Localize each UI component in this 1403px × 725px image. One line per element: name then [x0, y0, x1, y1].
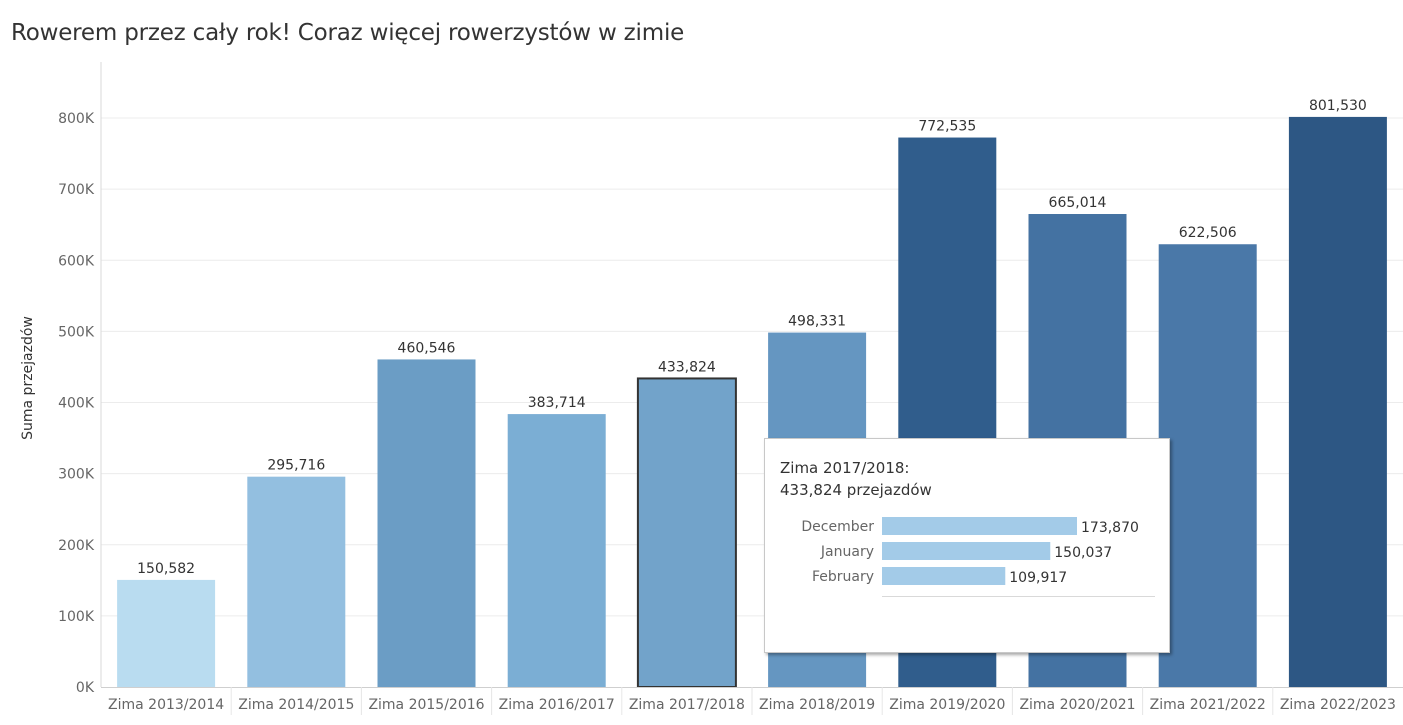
bar-value-label: 383,714	[528, 395, 586, 411]
bar[interactable]	[117, 579, 216, 687]
y-tick-label: 600K	[58, 253, 95, 269]
bar[interactable]	[247, 476, 346, 687]
bar[interactable]	[1288, 116, 1387, 687]
tooltip-category-label: December	[801, 519, 874, 535]
tooltip-category-label: February	[812, 569, 874, 585]
x-tick-label: Zima 2017/2018	[629, 697, 745, 713]
bar-value-label: 498,331	[788, 314, 846, 330]
bar-value-label: 295,716	[267, 458, 325, 474]
y-tick-label: 200K	[58, 538, 95, 554]
y-axis-title: Suma przejazdów	[20, 316, 36, 440]
chart-title: Rowerem przez cały rok! Coraz więcej row…	[11, 20, 685, 46]
x-tick-label: Zima 2018/2019	[759, 697, 875, 713]
y-tick-label: 300K	[58, 467, 95, 483]
x-tick-label: Zima 2020/2021	[1019, 697, 1135, 713]
tooltip-value-label: 109,917	[1009, 570, 1067, 586]
bar[interactable]	[636, 377, 737, 688]
tooltip: Zima 2017/2018: 433,824 przejazdów Decem…	[764, 438, 1170, 653]
y-tick-label: 500K	[58, 324, 95, 340]
x-tick-label: Zima 2013/2014	[108, 697, 224, 713]
tooltip-value-label: 173,870	[1081, 520, 1139, 536]
bar[interactable]	[377, 359, 476, 687]
bar-value-label: 150,582	[137, 561, 195, 577]
y-tick-label: 800K	[58, 111, 95, 127]
bar-value-label: 622,506	[1179, 225, 1237, 241]
x-tick-label: Zima 2016/2017	[499, 697, 615, 713]
bar-value-label: 665,014	[1049, 195, 1107, 211]
tooltip-header: Zima 2017/2018: 433,824 przejazdów	[780, 457, 932, 501]
y-tick-label: 400K	[58, 396, 95, 412]
x-tick-label: Zima 2022/2023	[1280, 697, 1396, 713]
y-tick-label: 100K	[58, 609, 95, 625]
bar-value-label: 433,824	[658, 359, 716, 375]
tooltip-title: Zima 2017/2018:	[780, 459, 910, 477]
bar[interactable]	[1158, 244, 1257, 687]
tooltip-bar-chart: December 173,870 January 150,037 February 109…	[801, 517, 1155, 597]
y-axis: 0K 100K 200K 300K 400K 500K 600K 700K 800K Suma p…	[20, 62, 102, 696]
y-tick-label: 700K	[58, 182, 95, 198]
y-tick-label: 0K	[76, 680, 95, 696]
tooltip-category-label: January	[820, 544, 874, 560]
tooltip-total: 433,824 przejazdów	[780, 481, 932, 499]
bar-value-label: 460,546	[398, 340, 456, 356]
tooltip-bar	[882, 542, 1051, 560]
x-tick-label: Zima 2019/2020	[889, 697, 1005, 713]
bar-value-label: 801,530	[1309, 98, 1367, 114]
tooltip-bar	[882, 517, 1077, 535]
x-axis: Zima 2013/2014 Zima 2014/2015 Zima 2015/20…	[101, 687, 1403, 715]
bars: 150,582 295,716 460,546 383,714 433,824 498,3…	[117, 98, 1387, 688]
bar[interactable]	[507, 414, 606, 687]
x-tick-label: Zima 2021/2022	[1150, 697, 1266, 713]
tooltip-bar	[882, 567, 1006, 585]
tooltip-value-label: 150,037	[1054, 545, 1112, 561]
x-tick-label: Zima 2014/2015	[238, 697, 354, 713]
bar-value-label: 772,535	[918, 119, 976, 135]
x-tick-label: Zima 2015/2016	[368, 697, 484, 713]
